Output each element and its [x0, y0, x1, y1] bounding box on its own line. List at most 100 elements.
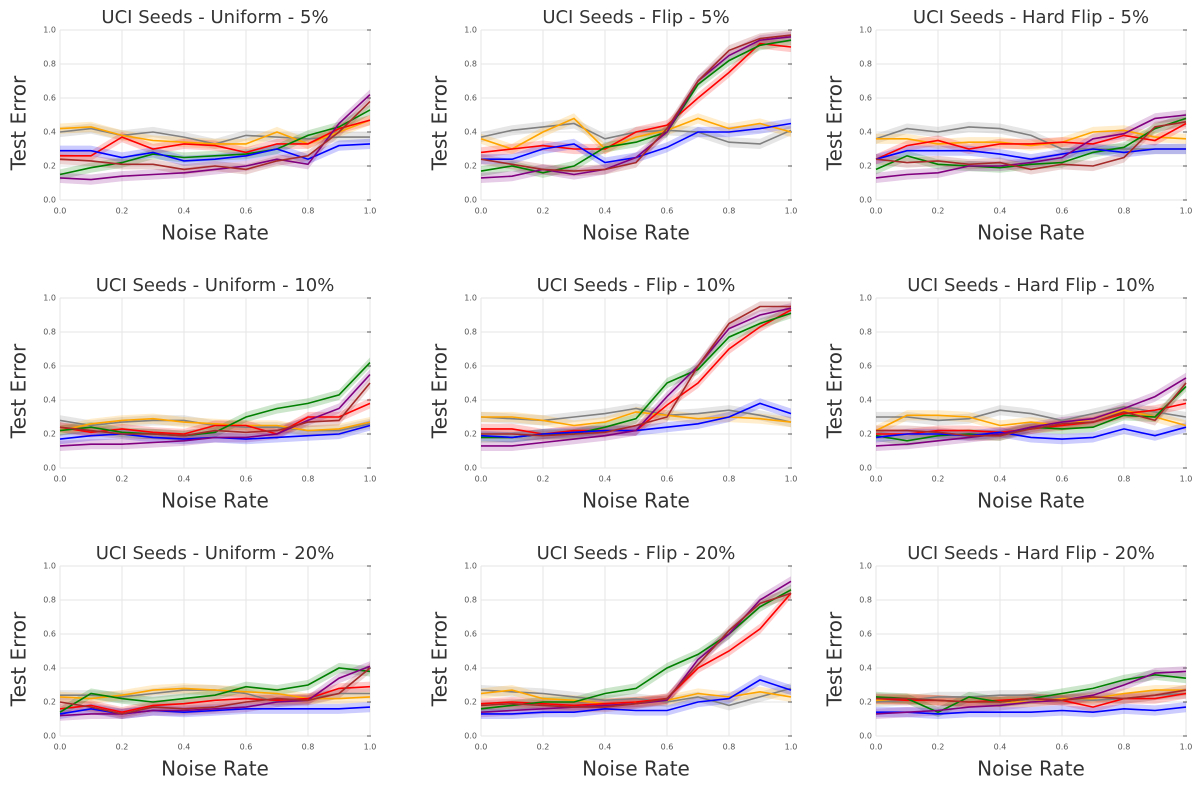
series-line	[59, 119, 371, 145]
x-tick-label: 0.8	[302, 743, 315, 752]
series-line	[481, 305, 791, 437]
y-tick-label: 0.8	[43, 596, 56, 605]
x-tick-label: 0.8	[1118, 207, 1131, 216]
y-tick-label: 0.0	[43, 464, 56, 473]
y-axis-label: Test Error	[428, 75, 452, 171]
error-band	[876, 118, 1186, 165]
error-band	[481, 398, 791, 443]
x-tick-label: 0.0	[870, 743, 883, 752]
y-tick-label: 0.4	[859, 128, 872, 137]
x-tick-label: 0.0	[475, 207, 488, 216]
panel: 0.0 0.2 0.4 0.6 0.8 1.0 0.0 0.2 0.4 0.6 0.8 1.0 UCI …	[7, 543, 377, 781]
y-tick-label: 1.0	[43, 294, 56, 303]
error-band	[60, 661, 370, 721]
x-tick-label: 0.4	[599, 475, 612, 484]
chart-title: UCI Seeds - Flip - 10%	[537, 275, 736, 296]
chart-title: UCI Seeds - Uniform - 5%	[101, 7, 328, 28]
error-band	[876, 381, 1186, 446]
y-tick-label: 0.4	[464, 128, 477, 137]
series-line	[59, 362, 371, 437]
panel: 0.0 0.2 0.4 0.6 0.8 1.0 0.0 0.2 0.4 0.6 0.8 1.0 UCI …	[823, 7, 1193, 245]
x-axis-label: Noise Rate	[161, 221, 269, 245]
y-tick-label: 1.0	[43, 26, 56, 35]
y-tick-label: 0.8	[43, 328, 56, 337]
error-band	[481, 304, 791, 440]
series-line	[875, 377, 1187, 447]
y-tick-label: 0.8	[464, 596, 477, 605]
series-line	[480, 36, 792, 179]
chart-title: UCI Seeds - Hard Flip - 5%	[913, 7, 1149, 28]
y-tick-label: 0.6	[859, 94, 872, 103]
x-tick-label: 0.2	[116, 475, 129, 484]
x-tick-label: 0.8	[723, 207, 736, 216]
error-band	[481, 308, 791, 443]
chart-title: UCI Seeds - Uniform - 10%	[96, 275, 335, 296]
x-tick-label: 0.2	[116, 207, 129, 216]
panel: 0.0 0.2 0.4 0.6 0.8 1.0 0.0 0.2 0.4 0.6 0.8 1.0 UCI …	[823, 543, 1193, 781]
x-tick-label: 1.0	[785, 743, 798, 752]
x-tick-label: 0.0	[54, 475, 67, 484]
x-tick-label: 0.0	[870, 475, 883, 484]
panel: 0.0 0.2 0.4 0.6 0.8 1.0 0.0 0.2 0.4 0.6 0.8 1.0 UCI …	[428, 7, 798, 245]
x-tick-label: 0.6	[1056, 743, 1069, 752]
series-line	[59, 100, 371, 171]
y-tick-label: 0.4	[43, 128, 56, 137]
y-tick-label: 0.6	[464, 630, 477, 639]
panel: 0.0 0.2 0.4 0.6 0.8 1.0 0.0 0.2 0.4 0.6 0.8 1.0 UCI …	[7, 7, 377, 245]
x-tick-label: 0.2	[932, 743, 945, 752]
series-line	[875, 670, 1187, 715]
chart-title: UCI Seeds - Flip - 20%	[537, 543, 736, 564]
series-line	[59, 109, 371, 176]
y-tick-label: 0.8	[859, 596, 872, 605]
error-band	[481, 683, 791, 711]
y-tick-label: 0.6	[859, 630, 872, 639]
y-tick-label: 0.0	[43, 732, 56, 741]
error-band	[60, 115, 370, 149]
y-tick-label: 0.6	[43, 94, 56, 103]
error-band	[876, 405, 1186, 436]
error-band	[876, 666, 1186, 719]
error-band	[481, 38, 791, 158]
chart-title: UCI Seeds - Flip - 5%	[542, 7, 729, 28]
series-line	[480, 592, 792, 708]
y-tick-label: 0.8	[43, 60, 56, 69]
error-band	[481, 403, 791, 428]
x-tick-label: 0.0	[475, 475, 488, 484]
y-tick-label: 0.8	[464, 60, 477, 69]
error-band	[60, 683, 370, 704]
y-tick-label: 0.6	[43, 630, 56, 639]
series-line	[481, 307, 792, 447]
y-tick-label: 0.0	[43, 196, 56, 205]
error-band	[481, 406, 791, 431]
y-tick-label: 0.0	[859, 732, 872, 741]
y-tick-label: 0.4	[859, 664, 872, 673]
x-axis-label: Noise Rate	[582, 757, 690, 781]
y-tick-label: 0.8	[464, 328, 477, 337]
x-tick-label: 0.4	[178, 743, 191, 752]
x-tick-label: 0.8	[723, 475, 736, 484]
y-tick-label: 0.2	[464, 698, 477, 707]
x-tick-label: 0.2	[537, 743, 550, 752]
y-tick-label: 0.2	[464, 430, 477, 439]
error-band	[481, 35, 791, 178]
panel: 0.0 0.2 0.4 0.6 0.8 1.0 0.0 0.2 0.4 0.6 0.8 1.0 UCI …	[428, 275, 798, 513]
series-line	[59, 667, 371, 713]
x-axis-label: Noise Rate	[161, 757, 269, 781]
y-tick-label: 0.2	[43, 698, 56, 707]
series-line	[875, 121, 1187, 171]
series-line	[876, 382, 1187, 437]
y-tick-label: 0.2	[859, 162, 872, 171]
series-line	[480, 39, 792, 174]
x-tick-label: 0.6	[661, 743, 674, 752]
x-tick-label: 0.8	[1118, 743, 1131, 752]
error-band	[876, 398, 1186, 440]
y-tick-label: 0.2	[43, 430, 56, 439]
x-tick-label: 1.0	[1180, 207, 1193, 216]
error-band	[481, 588, 791, 711]
panel: 0.0 0.2 0.4 0.6 0.8 1.0 0.0 0.2 0.4 0.6 0.8 1.0 UCI …	[7, 275, 377, 513]
series-line	[59, 382, 371, 437]
y-tick-label: 0.4	[464, 664, 477, 673]
x-tick-label: 1.0	[1180, 475, 1193, 484]
error-band	[481, 118, 791, 168]
